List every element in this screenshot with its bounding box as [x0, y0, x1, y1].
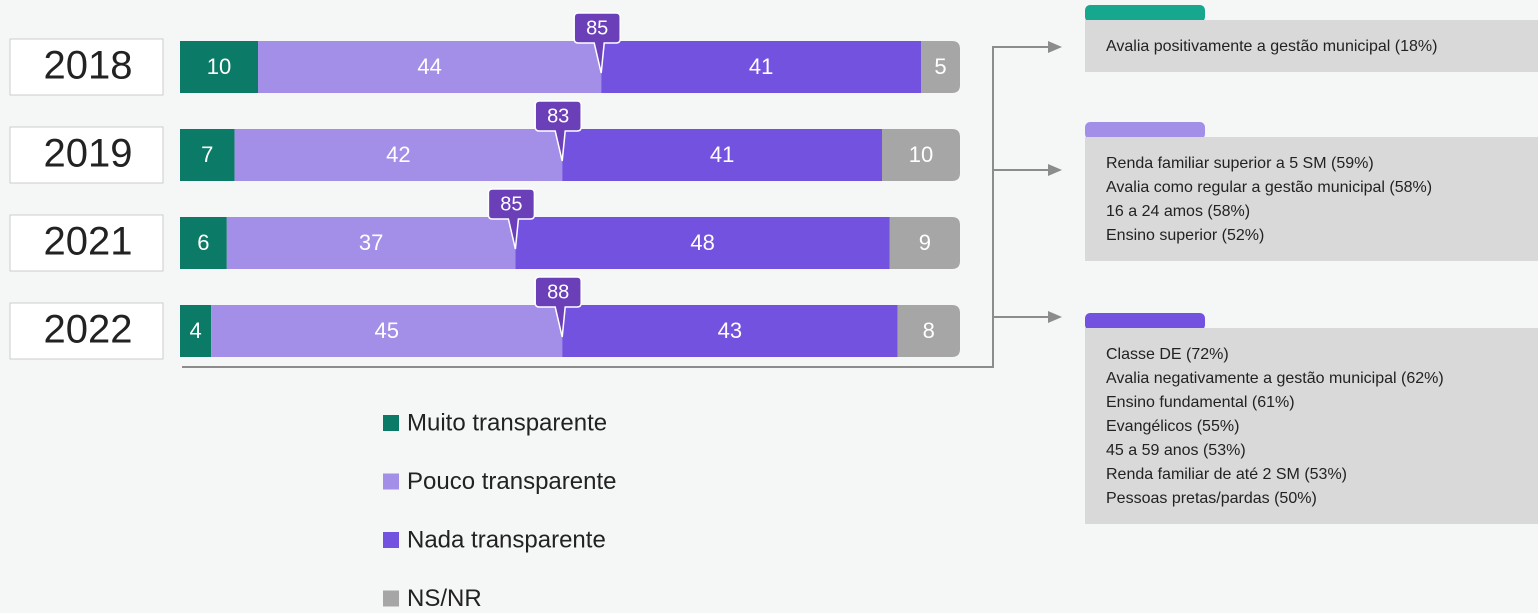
bar-segment	[515, 217, 890, 269]
legend-label: Muito transparente	[407, 409, 607, 436]
callout	[573, 12, 621, 74]
annotation-tab	[1085, 122, 1205, 139]
value-label: 42	[386, 142, 410, 167]
legend-swatch	[383, 590, 399, 607]
value-label: 45	[374, 318, 398, 343]
callout-label: 83	[547, 105, 569, 127]
callout-label: 85	[586, 17, 608, 39]
connector	[182, 46, 1050, 368]
bar-segment	[562, 305, 898, 357]
legend-swatch	[383, 415, 399, 431]
annotation-tab	[1085, 313, 1205, 330]
arrowhead	[1048, 41, 1062, 53]
annotation-text: 45 a 59 anos (53%)	[1106, 442, 1246, 459]
annotation-text: Classe DE (72%)	[1106, 346, 1229, 363]
annotation-text: Renda familiar superior a 5 SM (59%)	[1106, 155, 1374, 172]
y-tick-label: 2019	[44, 132, 133, 176]
bar-segment	[921, 41, 960, 93]
callout	[534, 276, 582, 338]
annotation-text: Ensino fundamental (61%)	[1106, 394, 1295, 411]
value-label: 4	[189, 318, 201, 343]
arrowhead	[1048, 311, 1062, 323]
value-label: 6	[197, 230, 209, 255]
annotation-box	[1085, 328, 1538, 524]
value-label: 8	[923, 318, 935, 343]
value-label: 7	[201, 142, 213, 167]
bar-segment	[180, 217, 227, 269]
annotation-text: Avalia como regular a gestão municipal (…	[1106, 179, 1432, 196]
callout-label: 85	[500, 193, 522, 215]
annotation-text: Pessoas pretas/pardas (50%)	[1106, 490, 1317, 507]
value-label: 44	[417, 54, 441, 79]
bar-segment	[882, 129, 960, 181]
callout-label: 88	[547, 281, 569, 303]
connectors	[182, 46, 1050, 368]
annotation-text: Ensino superior (52%)	[1106, 227, 1264, 244]
value-label: 10	[207, 54, 231, 79]
year-box	[9, 302, 164, 360]
annotation-box	[1085, 137, 1538, 261]
year-box	[9, 38, 164, 96]
legend-label: Nada transparente	[407, 526, 606, 553]
bar-segment	[234, 129, 563, 181]
bar-segment	[889, 217, 960, 269]
value-label: 37	[359, 230, 383, 255]
bar-segment	[211, 305, 563, 357]
bar-segment	[180, 41, 258, 93]
annotation-text: Renda familiar de até 2 SM (53%)	[1106, 466, 1347, 483]
year-box	[9, 126, 164, 184]
y-tick-label: 2018	[44, 44, 133, 88]
annotation-text: Evangélicos (55%)	[1106, 418, 1239, 435]
annotation-text: Avalia positivamente a gestão municipal …	[1106, 38, 1437, 55]
annotation-tab	[1085, 5, 1205, 22]
value-label: 10	[909, 142, 933, 167]
bar-segment	[180, 129, 235, 181]
bar-segment	[562, 129, 882, 181]
bar-segment	[258, 41, 602, 93]
bar-segment	[897, 305, 960, 357]
legend-label: NS/NR	[407, 585, 482, 612]
value-label: 43	[718, 318, 742, 343]
arrowheads	[1048, 41, 1062, 323]
value-label: 5	[934, 54, 946, 79]
legend-swatch	[383, 532, 399, 548]
legend-label: Pouco transparente	[407, 468, 616, 495]
value-label: 41	[749, 54, 773, 79]
arrowhead	[1048, 164, 1062, 176]
annotation-box	[1085, 20, 1538, 72]
value-label: 41	[710, 142, 734, 167]
callout	[534, 100, 582, 162]
legend-swatch	[383, 473, 399, 490]
bar-segment	[180, 305, 212, 357]
bar-segment	[226, 217, 516, 269]
value-label: 9	[919, 230, 931, 255]
annotation-text: 16 a 24 amos (58%)	[1106, 203, 1250, 220]
annotation-text: Avalia negativamente a gestão municipal …	[1106, 370, 1444, 387]
callout	[487, 188, 536, 250]
y-tick-label: 2021	[44, 220, 133, 264]
bar-segment	[601, 41, 921, 93]
value-label: 48	[690, 230, 714, 255]
year-box	[9, 214, 164, 272]
y-tick-label: 2022	[44, 308, 133, 352]
